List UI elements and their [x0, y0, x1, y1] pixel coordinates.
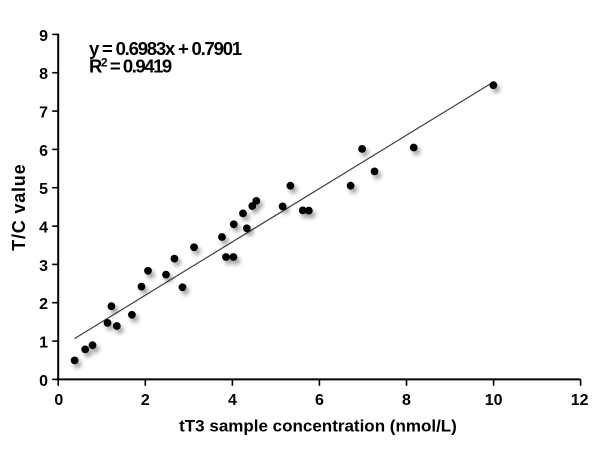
svg-text:y = 0.6983x + 0.7901: y = 0.6983x + 0.7901: [89, 38, 242, 59]
svg-text:tT3 sample concentration (nmol: tT3 sample concentration (nmol/L): [179, 417, 457, 436]
svg-text:1: 1: [39, 335, 48, 352]
svg-text:T/C value: T/C value: [9, 164, 29, 251]
svg-text:5: 5: [39, 181, 48, 198]
svg-text:2: 2: [141, 392, 150, 409]
svg-text:10: 10: [485, 392, 503, 409]
svg-text:4: 4: [228, 392, 237, 409]
svg-text:12: 12: [571, 392, 589, 409]
svg-text:0: 0: [39, 373, 48, 390]
svg-text:4: 4: [39, 220, 48, 237]
svg-text:0: 0: [54, 392, 63, 409]
svg-text:8: 8: [39, 66, 48, 83]
svg-text:9: 9: [39, 28, 48, 45]
svg-text:6: 6: [315, 392, 324, 409]
svg-text:8: 8: [402, 392, 411, 409]
svg-text:R2 = 0.9419: R2 = 0.9419: [89, 56, 172, 77]
svg-text:6: 6: [39, 143, 48, 160]
svg-text:2: 2: [39, 296, 48, 313]
svg-text:3: 3: [39, 258, 48, 275]
svg-text:7: 7: [39, 105, 48, 122]
